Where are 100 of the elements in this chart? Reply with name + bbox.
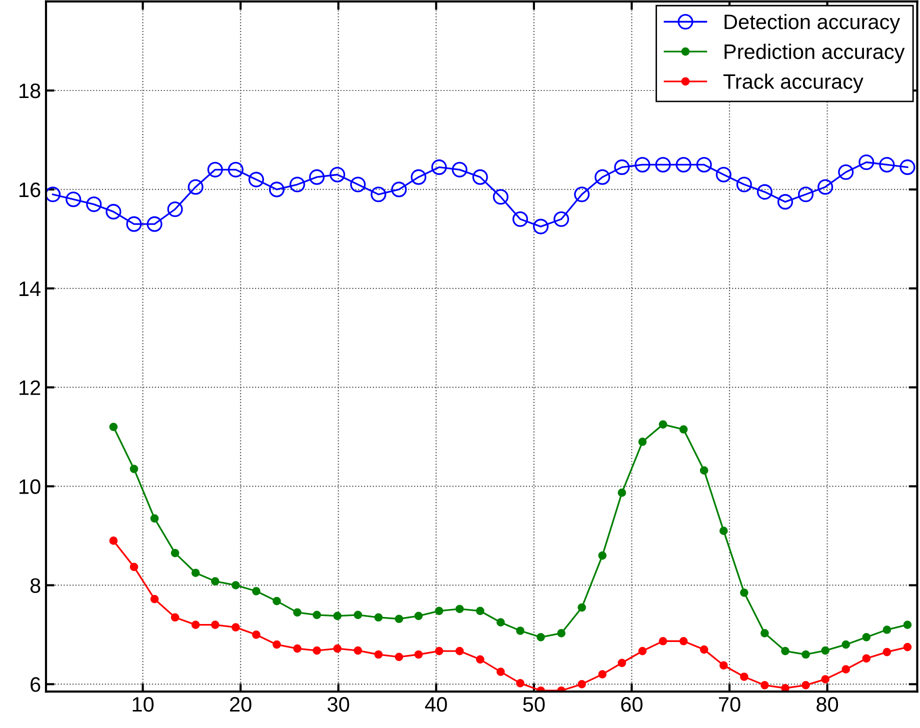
point bbox=[496, 618, 505, 627]
point bbox=[634, 156, 650, 172]
point bbox=[191, 568, 200, 578]
point bbox=[476, 606, 484, 616]
point bbox=[614, 159, 630, 175]
point bbox=[879, 156, 895, 172]
point bbox=[516, 679, 524, 688]
point bbox=[781, 646, 790, 656]
point bbox=[862, 633, 871, 642]
point bbox=[638, 438, 647, 446]
point bbox=[414, 612, 423, 620]
y-tick-label: 10 bbox=[20, 479, 40, 494]
point bbox=[293, 608, 302, 617]
point bbox=[842, 665, 850, 674]
point bbox=[574, 186, 590, 202]
point bbox=[170, 613, 180, 622]
point bbox=[309, 169, 325, 185]
point bbox=[798, 186, 814, 202]
point bbox=[598, 670, 607, 678]
point bbox=[700, 645, 708, 654]
x-tick-label: 10 bbox=[132, 697, 154, 712]
point bbox=[802, 681, 810, 690]
legend-label: Detection accuracy bbox=[724, 14, 900, 34]
point bbox=[554, 211, 570, 227]
point bbox=[170, 548, 180, 558]
point bbox=[290, 176, 306, 192]
point bbox=[431, 159, 447, 175]
point bbox=[736, 176, 752, 192]
point bbox=[882, 648, 892, 656]
point bbox=[146, 216, 162, 232]
point bbox=[658, 636, 668, 646]
point bbox=[252, 587, 260, 596]
point bbox=[66, 192, 82, 208]
point bbox=[536, 633, 545, 642]
point bbox=[109, 536, 118, 545]
point bbox=[248, 172, 264, 188]
point bbox=[293, 644, 302, 653]
point bbox=[374, 613, 383, 622]
y-tick-label: 12 bbox=[20, 380, 40, 395]
point bbox=[858, 154, 874, 170]
point bbox=[268, 182, 285, 198]
point bbox=[333, 612, 342, 620]
point bbox=[716, 166, 732, 182]
point bbox=[740, 672, 748, 681]
point bbox=[533, 218, 549, 234]
point bbox=[802, 650, 810, 659]
x-tick-label: 70 bbox=[718, 697, 740, 712]
x-tick-label: 50 bbox=[523, 697, 545, 712]
point bbox=[434, 606, 444, 616]
point bbox=[410, 169, 426, 185]
point bbox=[760, 629, 769, 638]
x-tick-label: 20 bbox=[230, 697, 252, 712]
point bbox=[594, 169, 610, 185]
point bbox=[228, 162, 244, 178]
point bbox=[476, 655, 484, 664]
point bbox=[838, 164, 854, 180]
point bbox=[679, 425, 688, 434]
point bbox=[842, 640, 850, 649]
point bbox=[150, 514, 159, 523]
x-tick-label: 60 bbox=[621, 697, 642, 712]
point bbox=[821, 646, 830, 655]
point bbox=[492, 189, 508, 205]
point bbox=[210, 577, 220, 586]
point bbox=[760, 681, 769, 690]
y-tick-label: 6 bbox=[30, 677, 40, 692]
point bbox=[496, 668, 505, 676]
point bbox=[618, 658, 626, 668]
legend-label: Track accuracy bbox=[723, 74, 864, 94]
x-tick-label: 30 bbox=[328, 697, 350, 712]
point bbox=[232, 581, 240, 590]
y-tick-label: 14 bbox=[20, 282, 41, 296]
point bbox=[46, 186, 61, 202]
point bbox=[167, 201, 183, 218]
point bbox=[272, 596, 281, 606]
point bbox=[452, 162, 468, 178]
point bbox=[207, 162, 223, 178]
point bbox=[391, 182, 407, 198]
point bbox=[188, 179, 204, 195]
point bbox=[354, 646, 362, 655]
point bbox=[86, 196, 102, 212]
point bbox=[638, 646, 647, 656]
point bbox=[756, 184, 772, 200]
point bbox=[740, 588, 748, 597]
point bbox=[676, 156, 692, 172]
point bbox=[557, 629, 566, 638]
point bbox=[210, 620, 220, 629]
point bbox=[862, 654, 871, 663]
point bbox=[350, 176, 366, 192]
point bbox=[882, 626, 892, 634]
point bbox=[512, 211, 528, 227]
point bbox=[455, 646, 464, 656]
point bbox=[696, 156, 712, 172]
point bbox=[126, 216, 142, 232]
point bbox=[130, 464, 138, 474]
point bbox=[434, 646, 444, 656]
point bbox=[900, 159, 916, 175]
point bbox=[333, 644, 342, 653]
point bbox=[272, 640, 281, 649]
point bbox=[232, 623, 240, 632]
point bbox=[455, 604, 464, 614]
